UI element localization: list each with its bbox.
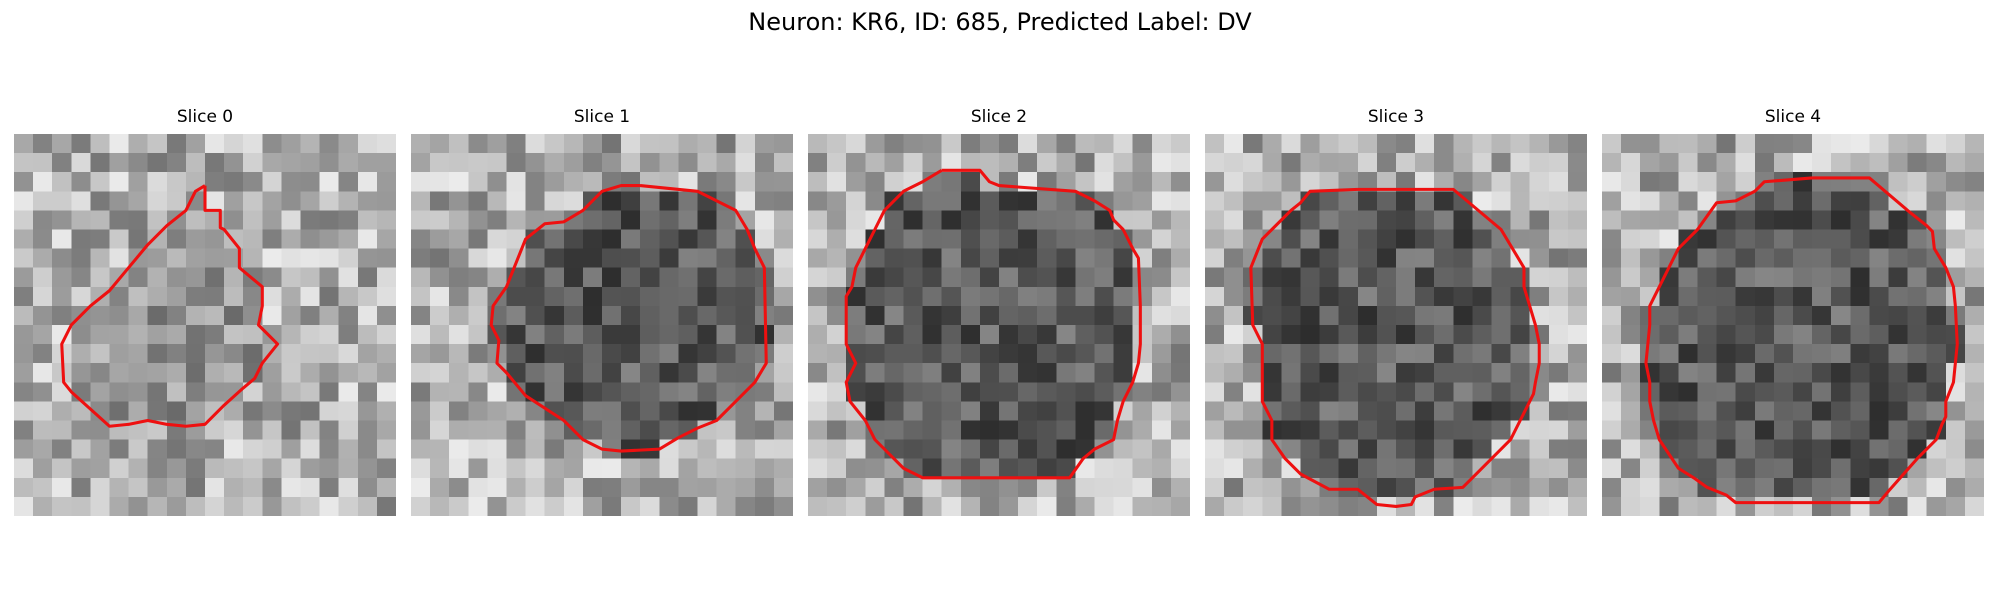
slice-title: Slice 3 <box>1205 106 1587 128</box>
grayscale-pixels <box>1602 134 1984 516</box>
grayscale-pixels <box>808 134 1190 516</box>
slice-image-canvas <box>808 134 1190 516</box>
slice-title: Slice 0 <box>14 106 396 128</box>
slice-image-canvas <box>411 134 793 516</box>
slice-image <box>1602 134 1984 516</box>
slice-image <box>808 134 1190 516</box>
slice-image <box>14 134 396 516</box>
slice-image-canvas <box>14 134 396 516</box>
slice-image <box>411 134 793 516</box>
figure-title: Neuron: KR6, ID: 685, Predicted Label: D… <box>0 6 2000 38</box>
slice-image-canvas <box>1205 134 1587 516</box>
slice-title: Slice 4 <box>1602 106 1984 128</box>
slice-title: Slice 2 <box>808 106 1190 128</box>
slice-title: Slice 1 <box>411 106 793 128</box>
grayscale-pixels <box>1205 134 1587 516</box>
slice-image <box>1205 134 1587 516</box>
slice-image-canvas <box>1602 134 1984 516</box>
